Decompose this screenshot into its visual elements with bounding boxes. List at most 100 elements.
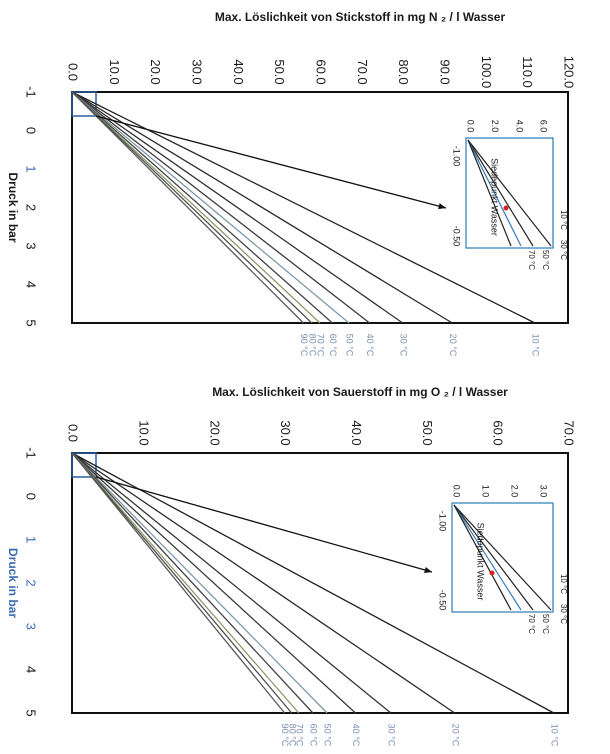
y-tick-label: 90.0	[438, 59, 453, 84]
inset-y-tick-label: 2.0	[490, 120, 500, 133]
series-line	[71, 452, 293, 714]
inset-line	[467, 139, 534, 247]
series-label: 70 °C	[294, 724, 304, 747]
inset-y-tick-label: 0.0	[452, 485, 462, 498]
x-tick-label: -1	[24, 86, 39, 98]
inset-y-tick-label: 3.0	[539, 485, 549, 498]
y-tick-label: 80.0	[396, 59, 411, 84]
y-tick-label: 10.0	[107, 59, 122, 84]
x-tick-label: 5	[24, 709, 39, 716]
y-tick-label: 50.0	[272, 59, 287, 84]
series-line	[71, 452, 286, 714]
series-line	[71, 91, 404, 324]
y-tick-label: 50.0	[420, 420, 435, 445]
y-tick-label: 120.0	[562, 56, 577, 89]
y-tick-label: 30.0	[278, 420, 293, 445]
series-line	[71, 91, 313, 324]
x-tick-label: 1	[24, 536, 39, 543]
chart-title: Max. Löslichkeit von Sauerstoff in mg O …	[212, 385, 508, 399]
inset-x-tick-label: -0.50	[438, 590, 448, 611]
inset-label: Siedepunkt Wasser	[476, 523, 486, 601]
x-tick-label: -1	[24, 447, 39, 459]
inset-temp-label: 10 °C	[559, 574, 568, 594]
plot-frame	[71, 452, 569, 714]
series-label: 90 °C	[299, 334, 309, 357]
inset-line	[453, 504, 522, 611]
arrow-line	[95, 476, 433, 573]
x-tick-label: 2	[24, 579, 39, 586]
x-tick-label: 4	[24, 666, 39, 673]
x-tick-label: 1	[24, 165, 39, 172]
inset-line	[467, 139, 552, 247]
x-tick-label: 3	[24, 623, 39, 630]
series-line	[71, 452, 300, 714]
x-tick-label: 0	[24, 127, 39, 134]
y-tick-label: 30.0	[190, 59, 205, 84]
arrow-head	[438, 203, 446, 210]
y-tick-label: 20.0	[148, 59, 163, 84]
inset-temp-label: 70 °C	[527, 614, 536, 634]
series-line	[71, 452, 392, 714]
y-tick-label: 40.0	[231, 59, 246, 84]
series-line	[71, 91, 321, 324]
series-label: 10 °C	[549, 724, 559, 747]
origin-box	[71, 452, 97, 478]
inset-frame	[465, 137, 554, 249]
series-line	[71, 452, 555, 714]
series-label: 70 °C	[316, 334, 326, 357]
series-line	[71, 452, 356, 714]
arrow-head	[424, 566, 432, 573]
inset-line	[453, 504, 512, 611]
x-axis-label: Druck in bar	[6, 172, 20, 242]
inset-y-tick-label: 1.0	[481, 485, 491, 498]
inset-line	[467, 139, 512, 247]
inset-temp-label: 10 °C	[559, 210, 568, 230]
boiling-point-marker	[503, 205, 509, 211]
inset-y-tick-label: 2.0	[510, 485, 520, 498]
series-label: 90 °C	[280, 724, 290, 747]
chart-1: Max. Löslichkeit von Stickstoff in mg N …	[6, 10, 577, 357]
series-label: 20 °C	[450, 724, 460, 747]
x-tick-label: 2	[24, 204, 39, 211]
inset-line	[467, 139, 522, 247]
series-label: 10 °C	[531, 334, 541, 357]
series-line	[71, 91, 370, 324]
series-label: 50 °C	[323, 724, 333, 747]
series-label: 30 °C	[386, 724, 396, 747]
y-tick-label: 40.0	[349, 420, 364, 445]
y-tick-label: 0.0	[66, 63, 81, 81]
x-axis-label: Druck in bar	[6, 548, 20, 618]
inset-x-tick-label: -0.50	[452, 226, 462, 247]
y-tick-label: 110.0	[520, 56, 535, 88]
inset-temp-label: 30 °C	[559, 604, 568, 624]
y-tick-label: 60.0	[491, 420, 506, 445]
y-tick-label: 70.0	[355, 59, 370, 84]
series-label: 60 °C	[309, 724, 319, 747]
series-line	[71, 452, 328, 714]
x-tick-label: 5	[24, 319, 39, 326]
y-tick-label: 10.0	[136, 420, 151, 445]
series-label: 50 °C	[345, 334, 355, 357]
boiling-point-marker	[489, 570, 495, 576]
inset-label: Siedepunkt Wasser	[490, 158, 500, 236]
inset-frame	[451, 502, 554, 613]
series-line	[71, 452, 314, 714]
y-tick-label: 100.0	[479, 56, 494, 89]
series-line	[71, 91, 304, 324]
series-label: 60 °C	[328, 334, 338, 357]
series-label: 30 °C	[398, 334, 408, 357]
inset-y-tick-label: 4.0	[514, 120, 524, 133]
series-label: 40 °C	[351, 724, 361, 747]
x-tick-label: 0	[24, 493, 39, 500]
inset-y-tick-label: 0.0	[466, 120, 476, 133]
inset-temp-label: 50 °C	[541, 614, 550, 634]
y-tick-label: 60.0	[314, 59, 329, 84]
x-tick-label: 4	[24, 281, 39, 288]
series-line	[71, 452, 455, 714]
inset-line	[453, 504, 552, 611]
y-tick-label: 70.0	[562, 420, 577, 445]
inset-y-tick-label: 6.0	[539, 120, 549, 133]
series-label: 20 °C	[448, 334, 458, 357]
chart-title: Max. Löslichkeit von Stickstoff in mg N …	[215, 10, 506, 24]
